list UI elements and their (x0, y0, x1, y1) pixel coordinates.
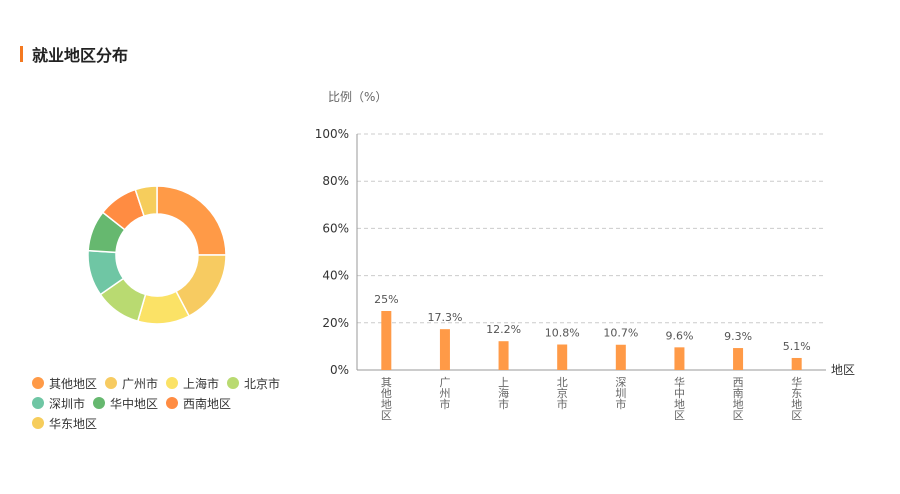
bar-value-label: 10.8% (545, 327, 580, 340)
legend-label: 华东地区 (49, 416, 98, 431)
y-axis-title: 比例（%） (328, 90, 387, 104)
bar[interactable] (674, 347, 685, 370)
legend-label: 北京市 (244, 376, 281, 391)
donut-slice-7[interactable] (134, 185, 158, 218)
x-tick-label: 广州市 (439, 376, 450, 411)
section-header: 就业地区分布 (20, 44, 129, 65)
y-tick-label: 60% (322, 221, 349, 235)
legend-item[interactable]: 深圳市 (32, 393, 85, 413)
y-tick-label: 40% (322, 269, 349, 283)
bar[interactable] (733, 348, 744, 370)
legend-dot (32, 397, 44, 409)
x-tick-label: 华东地区 (791, 375, 802, 422)
y-tick-label: 80% (322, 174, 349, 188)
legend-dot (32, 377, 44, 389)
x-tick-label: 华中地区 (674, 375, 685, 422)
donut-legend: 其他地区 广州市 上海市 北京市深圳市 华中地区 西南地区华东地区 (32, 373, 302, 433)
legend-item[interactable]: 上海市 (166, 373, 219, 393)
bar[interactable] (615, 344, 626, 370)
legend-label: 广州市 (122, 376, 159, 391)
legend-label: 深圳市 (49, 396, 86, 411)
y-tick-label: 100% (315, 127, 349, 141)
legend-label: 华中地区 (110, 396, 159, 411)
x-tick-label: 上海市 (498, 376, 509, 411)
legend-item[interactable]: 华东地区 (32, 413, 97, 433)
legend-dot (227, 377, 240, 389)
bar-value-label: 5.1% (783, 340, 811, 353)
legend-dot (166, 377, 179, 389)
legend-dot (32, 417, 44, 429)
bar-value-label: 12.2% (486, 323, 521, 336)
x-tick-label: 西南地区 (733, 376, 744, 422)
bar[interactable] (557, 344, 568, 370)
legend-dot (166, 397, 179, 409)
x-axis-title: 地区 (831, 363, 855, 377)
y-tick-label: 20% (322, 316, 349, 330)
bar-value-label: 17.3% (427, 311, 462, 324)
bar-value-label: 25% (374, 293, 398, 306)
x-tick-label: 其他地区 (381, 376, 392, 422)
bar-value-label: 10.7% (603, 327, 638, 340)
legend-item[interactable]: 北京市 (227, 373, 280, 393)
legend-item[interactable]: 广州市 (105, 373, 158, 393)
legend-item[interactable]: 其他地区 (32, 373, 97, 393)
donut-chart (87, 185, 227, 325)
bar-value-label: 9.6% (665, 329, 693, 342)
legend-label: 上海市 (183, 376, 220, 391)
legend-dot (93, 397, 106, 409)
x-tick-label: 北京市 (557, 376, 568, 411)
bar-value-label: 9.3% (724, 330, 752, 343)
bar[interactable] (791, 357, 802, 370)
legend-dot (105, 377, 118, 389)
legend-item[interactable]: 西南地区 (166, 393, 231, 413)
bar[interactable] (439, 329, 450, 370)
legend-item[interactable]: 华中地区 (93, 393, 158, 413)
y-tick-label: 0% (330, 363, 349, 377)
x-tick-label: 深圳市 (615, 376, 626, 411)
legend-label: 其他地区 (49, 376, 98, 391)
bar[interactable] (498, 341, 509, 370)
bar[interactable] (381, 311, 392, 370)
section-title: 就业地区分布 (32, 46, 129, 65)
title-accent-bar (20, 46, 23, 62)
legend-label: 西南地区 (183, 396, 232, 411)
